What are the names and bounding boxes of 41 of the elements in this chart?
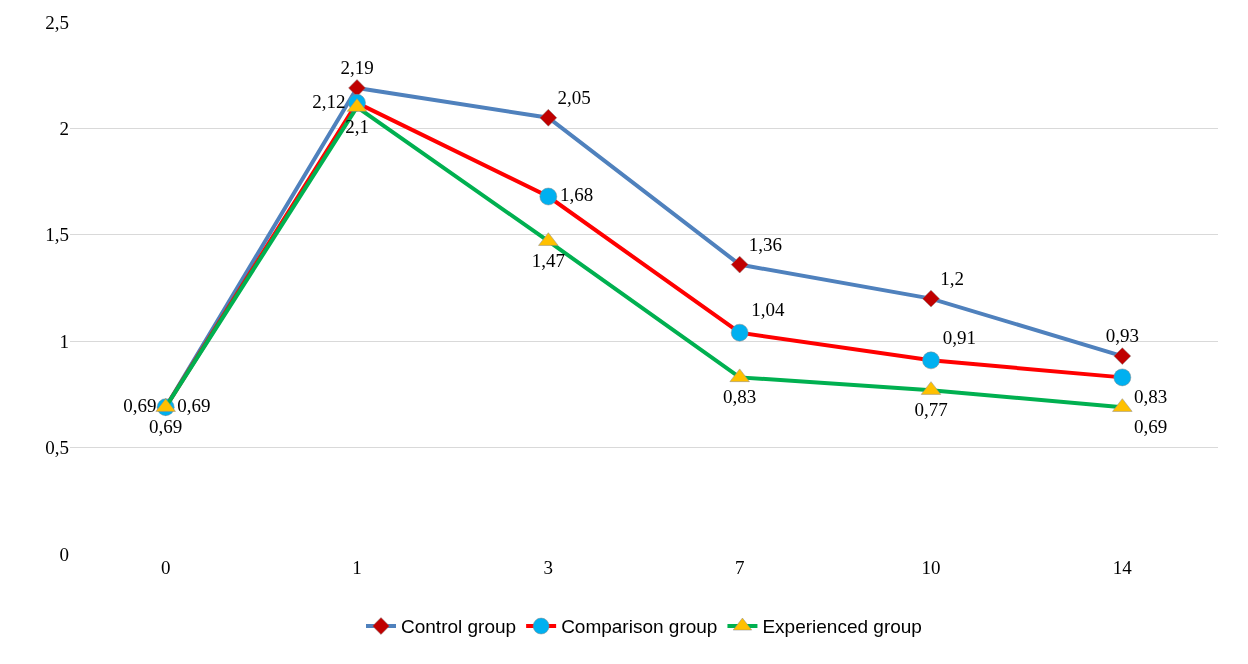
x-tick-label: 1 [352,557,362,578]
data-label: 1,47 [531,250,565,272]
point [730,323,749,342]
data-label: 0,69 [123,394,157,416]
point [922,351,940,370]
data-label: 2,1 [345,116,369,137]
data-label: 1,04 [751,299,786,321]
data-label: 0,69 [149,416,183,438]
y-tick-label: 1,5 [45,224,69,246]
point [922,289,940,308]
legend-label: Comparison group [561,616,718,638]
data-label: 0,83 [1133,386,1168,408]
data-label: 2,12 [312,90,346,112]
point [1113,347,1132,365]
data-label: 2,05 [557,86,591,108]
x-tick-label: 7 [734,557,745,578]
data-label: 1,36 [748,233,783,255]
data-label: 0,69 [177,394,211,416]
x-tick-label: 3 [543,557,554,578]
data-label: 2,19 [340,57,374,79]
data-label: 0,93 [1105,325,1139,347]
y-tick-label: 2 [59,118,69,140]
y-tick-label: 2,5 [45,11,69,33]
data-label: 0,91 [942,326,976,348]
point [730,255,749,274]
y-tick-label: 0,5 [45,437,69,459]
data-label: 0,83 [723,386,757,408]
data-label: 0,77 [914,399,948,421]
legend-label: Control group [401,616,517,638]
x-tick-label: 14 [1112,557,1133,578]
point [539,109,558,127]
point [348,79,366,97]
point [539,187,558,206]
data-label: 0,69 [1133,416,1168,438]
data-label: 1,2 [940,267,964,289]
x-tick-label: 0 [160,557,171,578]
x-tick-label: 10 [921,557,941,578]
y-tick-label: 1 [59,330,69,352]
point [1113,368,1132,387]
legend-label: Experienced group [762,616,922,638]
data-label: 1,68 [559,184,594,206]
